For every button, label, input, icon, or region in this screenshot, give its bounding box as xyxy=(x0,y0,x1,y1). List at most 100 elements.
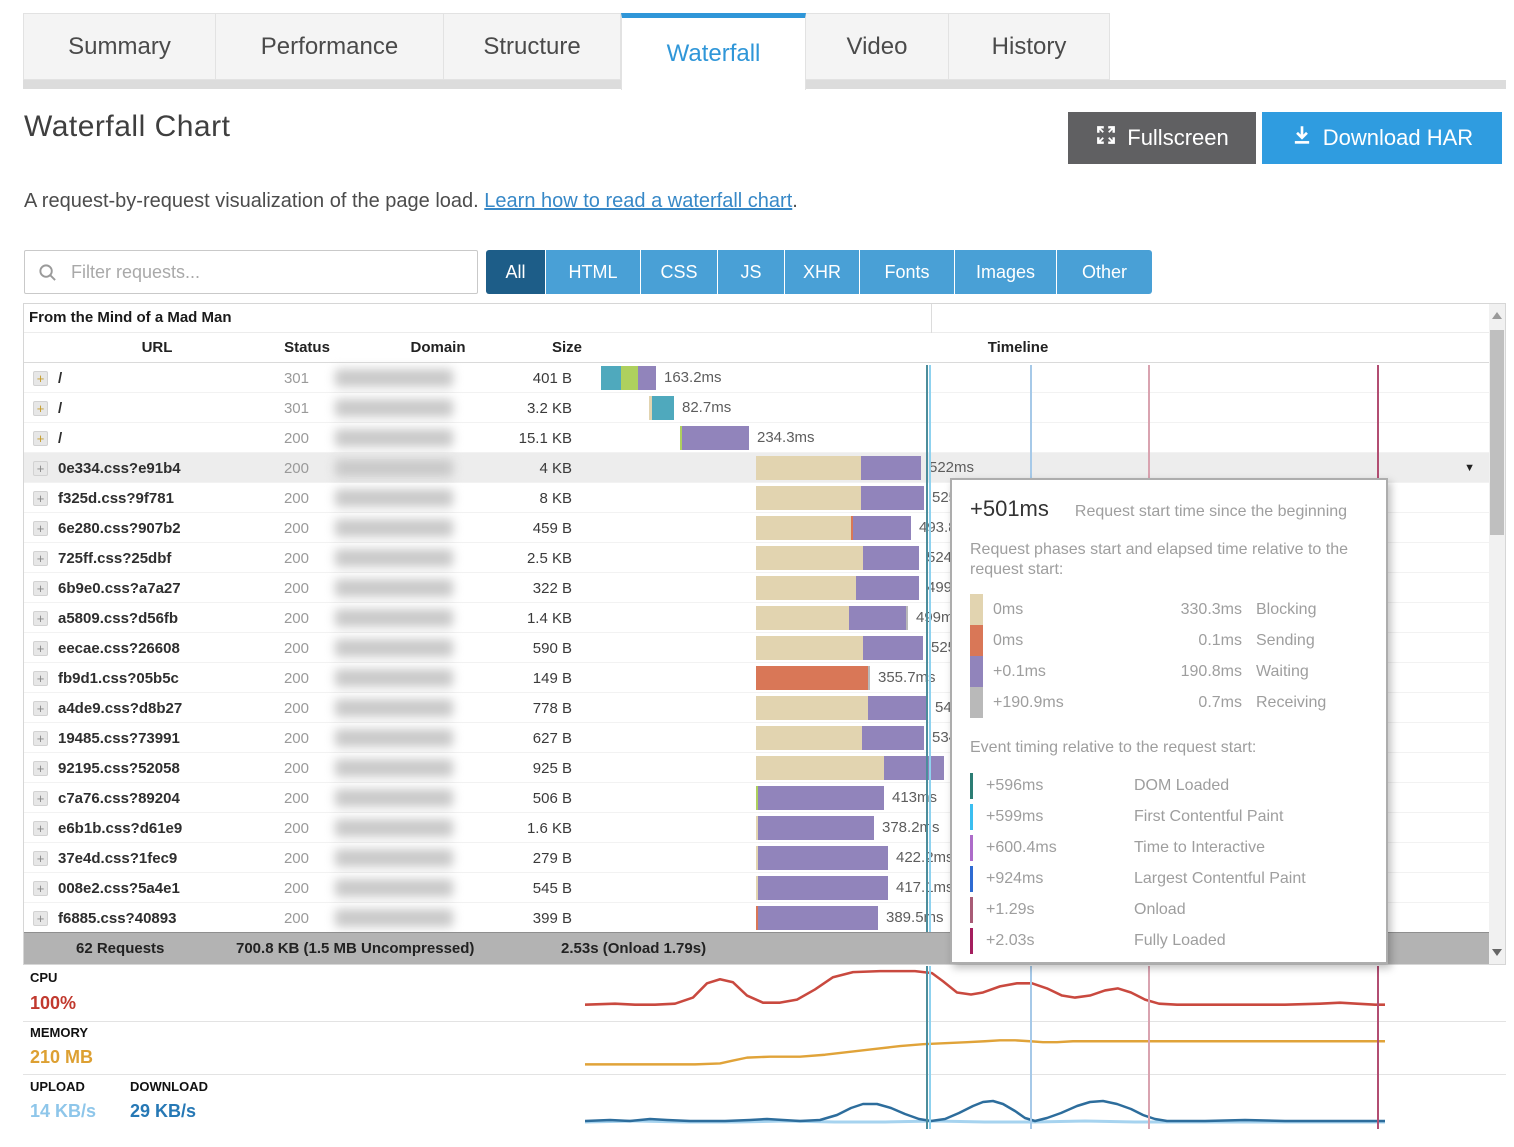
timeline-cell: 6 xyxy=(586,753,1505,783)
filter-requests-input[interactable] xyxy=(24,250,478,294)
phase-start: +190.9ms xyxy=(993,693,1064,711)
expand-row-icon[interactable]: + xyxy=(33,790,48,806)
domain-cell xyxy=(319,639,469,657)
cpu-graph xyxy=(585,969,1385,1006)
table-header: URL Status Domain Size Timeline xyxy=(24,333,1505,363)
domain-cell xyxy=(319,819,469,837)
table-row[interactable]: + / 200 15.1 KB 234.3ms xyxy=(24,423,1505,453)
phase-bar-dns xyxy=(652,396,674,420)
expand-row-icon[interactable]: + xyxy=(33,760,48,776)
status-cell: 200 xyxy=(283,699,309,717)
filter-type-buttons: All HTML CSS JS XHR Fonts Images Other xyxy=(486,250,1152,294)
timing-label: 493.8 xyxy=(919,519,957,536)
event-marker-swatch xyxy=(970,865,973,892)
expand-row-icon[interactable]: + xyxy=(33,430,48,446)
event-marker-swatch xyxy=(970,803,973,830)
size-cell: 322 B xyxy=(532,579,572,597)
domain-cell xyxy=(319,879,469,897)
memory-value: 210 MB xyxy=(30,1047,94,1067)
expand-row-icon[interactable]: + xyxy=(33,610,48,626)
domain-redacted xyxy=(335,609,453,627)
status-cell: 200 xyxy=(283,759,309,777)
table-row[interactable]: + / 301 3.2 KB 82.7ms xyxy=(24,393,1505,423)
expand-row-icon[interactable]: + xyxy=(33,730,48,746)
domain-redacted xyxy=(335,519,453,537)
size-cell: 925 B xyxy=(532,759,572,777)
event-name: Onload xyxy=(1134,900,1186,918)
domain-redacted xyxy=(335,849,453,867)
tooltip-events-intro: Event timing relative to the request sta… xyxy=(970,739,1257,756)
domain-cell xyxy=(319,759,469,777)
phase-bar-dns xyxy=(601,366,621,390)
filter-button-js[interactable]: JS xyxy=(718,250,784,294)
filter-button-all[interactable]: All xyxy=(486,250,545,294)
size-cell: 627 B xyxy=(532,729,572,747)
filter-button-fonts[interactable]: Fonts xyxy=(860,250,954,294)
expand-row-icon[interactable]: + xyxy=(33,640,48,656)
expand-row-icon[interactable]: + xyxy=(33,910,48,926)
table-row[interactable]: + / 301 401 B 163.2ms xyxy=(24,363,1505,393)
domain-cell xyxy=(319,909,469,927)
phase-bar-wait xyxy=(861,456,921,480)
expand-row-icon[interactable]: + xyxy=(33,460,48,476)
event-name: First Contentful Paint xyxy=(1134,807,1284,825)
tab-summary[interactable]: Summary xyxy=(23,13,216,80)
tab-structure[interactable]: Structure xyxy=(444,13,621,80)
expand-row-icon[interactable]: + xyxy=(33,850,48,866)
upload-label: UPLOAD xyxy=(30,1079,85,1094)
tab-waterfall[interactable]: Waterfall xyxy=(621,13,806,90)
download-har-button[interactable]: Download HAR xyxy=(1262,112,1502,164)
table-row[interactable]: + f6885.css?40893 200 399 B 389.5ms xyxy=(24,903,1505,933)
page-label: From the Mind of a Mad Man xyxy=(29,309,232,326)
url-cell: c7a76.css?89204 xyxy=(58,789,180,807)
waterfall-help-link[interactable]: Learn how to read a waterfall chart xyxy=(484,190,793,212)
timeline-cell: 522ms xyxy=(586,453,1505,483)
expand-row-icon[interactable]: + xyxy=(33,490,48,506)
phase-bar-wait xyxy=(884,756,944,780)
column-header-timeline: Timeline xyxy=(987,339,1049,356)
summary-size: 700.8 KB (1.5 MB Uncompressed) xyxy=(236,940,475,957)
phase-bar-wait xyxy=(862,726,924,750)
tab-performance[interactable]: Performance xyxy=(216,13,444,80)
url-cell: / xyxy=(58,369,63,387)
expand-row-icon[interactable]: + xyxy=(33,370,48,386)
expand-row-icon[interactable]: + xyxy=(33,400,48,416)
filter-button-other[interactable]: Other xyxy=(1057,250,1152,294)
filter-button-xhr[interactable]: XHR xyxy=(785,250,859,294)
timing-label: 422.2ms xyxy=(896,849,954,866)
expand-row-icon[interactable]: + xyxy=(33,520,48,536)
tab-history[interactable]: History xyxy=(949,13,1110,80)
phase-bar-blocking xyxy=(756,846,758,870)
domain-redacted xyxy=(335,579,453,597)
phase-name: Waiting xyxy=(1256,662,1309,680)
filter-button-images[interactable]: Images xyxy=(955,250,1056,294)
domain-cell xyxy=(319,849,469,867)
expand-row-icon[interactable]: + xyxy=(33,880,48,896)
tab-video[interactable]: Video xyxy=(806,13,949,80)
scroll-up-icon[interactable] xyxy=(1492,312,1502,319)
expand-row-icon[interactable]: + xyxy=(33,670,48,686)
status-cell: 200 xyxy=(283,579,309,597)
domain-cell xyxy=(319,699,469,717)
filter-button-css[interactable]: CSS xyxy=(641,250,717,294)
expand-row-icon[interactable]: + xyxy=(33,700,48,716)
phase-bar-wait xyxy=(758,816,874,840)
filter-button-html[interactable]: HTML xyxy=(546,250,640,294)
row-options-caret-icon[interactable]: ▼ xyxy=(1464,462,1475,474)
domain-redacted xyxy=(335,759,453,777)
vertical-scrollbar[interactable] xyxy=(1489,304,1505,964)
expander-cell: + xyxy=(24,400,53,416)
event-row: +596ms DOM Loaded xyxy=(970,770,1368,801)
expand-row-icon[interactable]: + xyxy=(33,820,48,836)
phase-bar-wait xyxy=(861,486,924,510)
status-cell: 200 xyxy=(283,819,309,837)
domain-redacted xyxy=(335,459,453,477)
scrollbar-thumb[interactable] xyxy=(1490,330,1504,535)
phase-duration: 0.1ms xyxy=(1198,631,1242,649)
scroll-down-icon[interactable] xyxy=(1492,949,1502,956)
tab-bar: Summary Performance Structure Waterfall Vide… xyxy=(23,13,1110,90)
fullscreen-button[interactable]: Fullscreen xyxy=(1068,112,1256,164)
column-header-url: URL xyxy=(141,339,173,356)
expand-row-icon[interactable]: + xyxy=(33,550,48,566)
expand-row-icon[interactable]: + xyxy=(33,580,48,596)
